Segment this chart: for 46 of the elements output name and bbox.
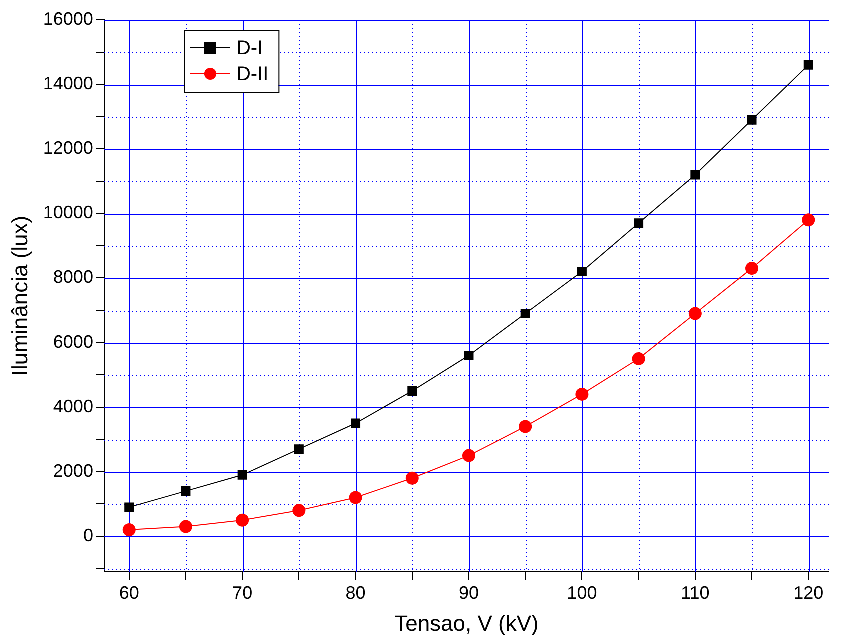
y-tick-label: 8000 <box>53 267 94 288</box>
x-tick-label: 70 <box>232 582 253 603</box>
point <box>688 307 702 320</box>
point <box>746 262 759 276</box>
y-tick-label: 16000 <box>43 8 94 29</box>
y-axis-title: Iluminância (lux) <box>7 216 32 376</box>
point <box>519 420 532 434</box>
x-tick-label: 80 <box>346 582 366 603</box>
legend-label: D-I <box>236 38 264 60</box>
x-axis-title: Tensao, V (kV) <box>394 610 539 636</box>
point <box>462 449 476 462</box>
point <box>464 350 474 360</box>
point <box>294 444 304 454</box>
y-tick-label: 10000 <box>43 202 94 223</box>
point <box>690 170 700 180</box>
point <box>577 267 587 277</box>
y-tick-label: 4000 <box>53 396 94 416</box>
y-tick-label: 6000 <box>53 332 94 352</box>
point <box>122 524 136 537</box>
x-tick-label: 60 <box>119 582 140 603</box>
legend-label: D-II <box>236 64 269 86</box>
point <box>520 309 530 318</box>
point <box>236 514 250 527</box>
point <box>747 115 757 125</box>
point <box>181 486 191 496</box>
y-tick-label: 2000 <box>53 460 94 481</box>
x-tick-label: 100 <box>567 582 598 603</box>
point <box>351 418 361 428</box>
point <box>576 388 589 401</box>
point <box>634 218 644 228</box>
point <box>349 491 362 504</box>
point <box>124 502 134 512</box>
point <box>632 352 646 366</box>
point <box>408 386 418 396</box>
point <box>292 504 306 518</box>
y-tick-label: 12000 <box>43 138 94 158</box>
y-tick-label: 0 <box>83 525 94 546</box>
point <box>804 60 814 70</box>
point <box>802 214 816 227</box>
x-tick-label: 90 <box>458 582 480 603</box>
point <box>179 520 192 534</box>
point <box>238 470 248 480</box>
x-tick-label: 120 <box>794 582 824 603</box>
y-tick-label: 14000 <box>43 74 94 94</box>
x-tick-label: 110 <box>681 582 710 603</box>
point <box>406 472 419 485</box>
